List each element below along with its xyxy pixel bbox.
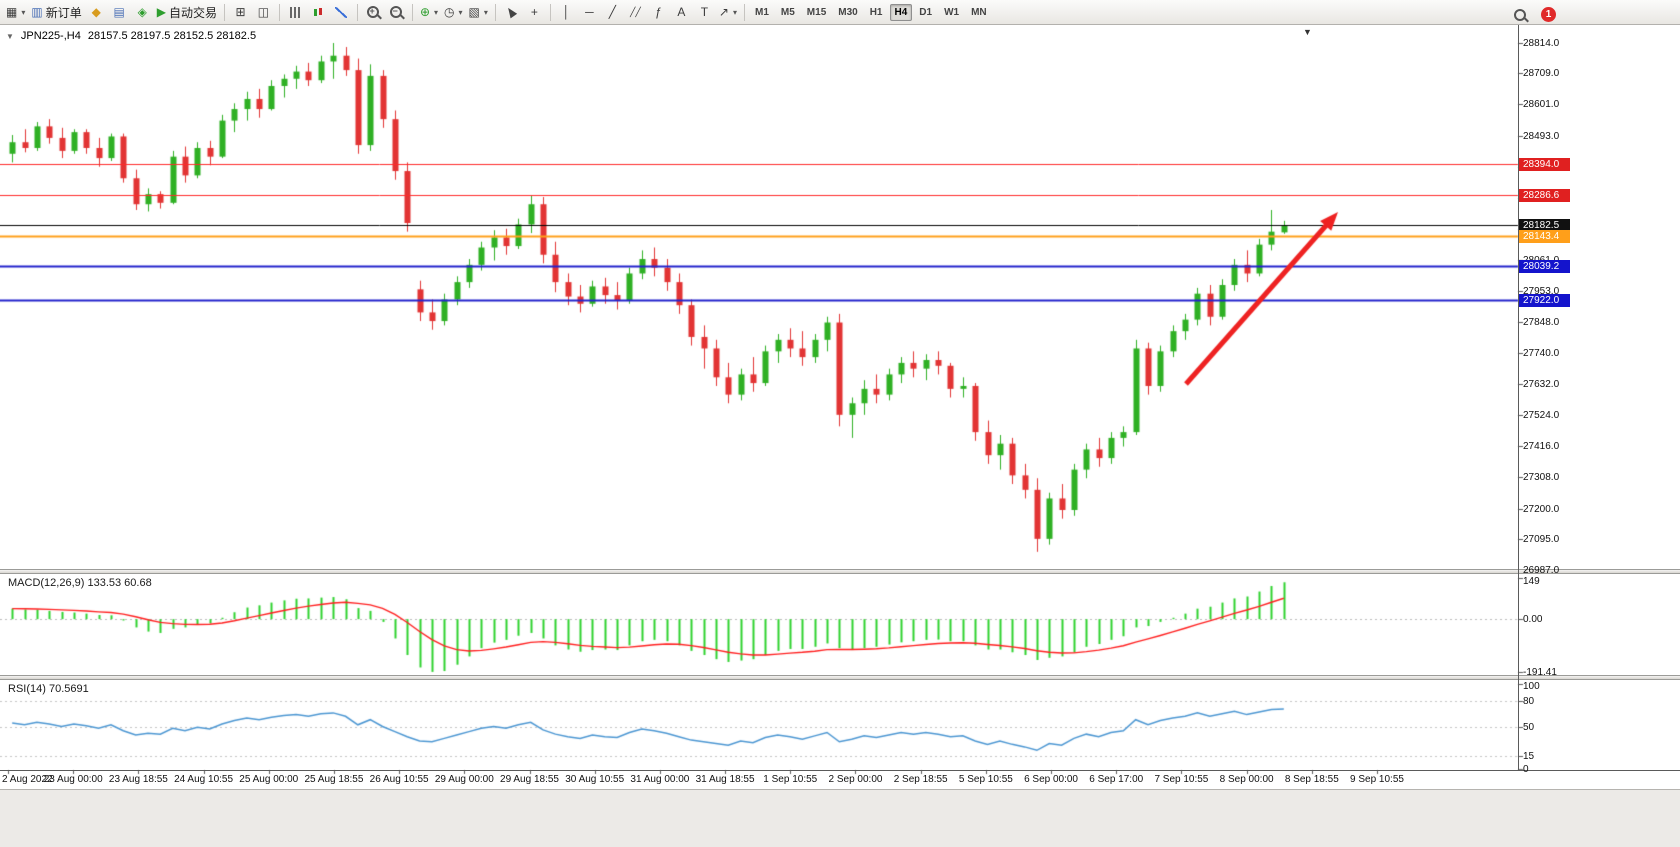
- bottom-strip: [0, 789, 1680, 847]
- notification-badge[interactable]: 1: [1541, 7, 1556, 22]
- autotrading-play-icon: ▶: [156, 5, 166, 19]
- timeframe-h4-button[interactable]: H4: [889, 3, 913, 21]
- timeframe-m5-button[interactable]: M5: [776, 4, 800, 21]
- one-click-trading-arrow-icon[interactable]: ▼: [6, 31, 14, 41]
- channel-icon: ╱╱: [629, 6, 641, 17]
- time-axis-line: [0, 770, 1680, 771]
- bar-chart-button[interactable]: [284, 2, 307, 23]
- trendline-button[interactable]: ╱: [601, 2, 624, 23]
- periods-button[interactable]: ◷ ▾: [441, 2, 466, 23]
- ohlc-values: 28157.5 28197.5 28152.5 28182.5: [87, 30, 257, 42]
- timeframe-m15-button[interactable]: M15: [802, 4, 831, 21]
- timeframe-m30-button[interactable]: M30: [833, 4, 862, 21]
- search-button[interactable]: [1508, 4, 1531, 25]
- toolbar-separator: [411, 3, 413, 21]
- text-label-button[interactable]: T: [693, 2, 716, 23]
- price-axis-line: [1518, 25, 1519, 770]
- toolbar-separator: [549, 3, 551, 21]
- horizontal-line-icon: ─: [585, 5, 594, 19]
- timeframe-m1-button[interactable]: M1: [750, 4, 774, 21]
- zoom-in-icon: [367, 6, 380, 18]
- search-icon: [1513, 8, 1526, 21]
- macd-name: MACD(12,26,9): [8, 577, 85, 589]
- profiles-button[interactable]: ▤: [108, 2, 131, 23]
- templates-button[interactable]: ▧ ▾: [466, 2, 491, 23]
- arrows-tool-icon: ↗: [718, 5, 729, 19]
- timeframe-mn-button[interactable]: MN: [966, 4, 992, 21]
- chart-header: ▼ JPN225-,H4 28157.5 28197.5 28152.5 281…: [6, 30, 256, 42]
- timeframe-group: M1 M5 M15 M30 H1 H4 D1 W1 MN: [749, 3, 993, 21]
- cursor-button[interactable]: [500, 2, 523, 23]
- macd-values: 133.53 60.68: [87, 577, 152, 589]
- arrows-tool-button[interactable]: ↗ ▾: [716, 2, 740, 23]
- channel-button[interactable]: ╱╱: [624, 2, 647, 23]
- toolbar: ▦ ▾ ▥ 新订单 ◆ ▤ ◈ ▶ 自动交易 ⊞ ◫ ⊕ ▾: [0, 0, 1680, 25]
- horizontal-line-button[interactable]: ─: [578, 2, 601, 23]
- vertical-line-button[interactable]: │: [555, 2, 578, 23]
- chevron-down-icon: ▾: [434, 7, 439, 17]
- timeframe-h1-button[interactable]: H1: [865, 4, 888, 21]
- macd-indicator-label: MACD(12,26,9) 133.53 60.68: [8, 577, 152, 589]
- refresh-button[interactable]: ◈: [131, 2, 154, 23]
- crosshair-button[interactable]: +: [523, 2, 546, 23]
- zoom-out-icon: [390, 6, 403, 18]
- toolbar-separator: [356, 3, 358, 21]
- tile-windows-icon: ⊞: [235, 5, 246, 19]
- fibonacci-button[interactable]: ƒ: [647, 2, 670, 23]
- toolbar-separator: [494, 3, 496, 21]
- cursor-icon: [505, 5, 518, 19]
- new-chart-icon: ▦: [6, 5, 18, 19]
- line-chart-button[interactable]: [330, 2, 353, 23]
- timeframe-d1-button[interactable]: D1: [914, 4, 937, 21]
- rsi-value: 70.5691: [48, 683, 89, 695]
- toolbar-separator: [743, 3, 745, 21]
- tile-windows-button[interactable]: ⊞: [229, 2, 252, 23]
- rsi-indicator-label: RSI(14) 70.5691: [8, 683, 89, 695]
- crosshair-icon: +: [530, 5, 538, 19]
- text-label-icon: T: [700, 5, 709, 19]
- chart-shift-marker-icon[interactable]: ▼: [1303, 27, 1312, 37]
- candlestick-chart-button[interactable]: [307, 2, 330, 23]
- chevron-down-icon: ▾: [21, 7, 26, 17]
- bar-chart-icon: [289, 6, 301, 18]
- text-button[interactable]: A: [670, 2, 693, 23]
- rsi-panel-splitter[interactable]: [0, 675, 1680, 680]
- chevron-down-icon: ▾: [732, 7, 737, 17]
- new-order-icon: ▥: [31, 5, 43, 19]
- refresh-icon: ◈: [137, 5, 147, 19]
- trendline-icon: ╱: [608, 5, 617, 19]
- text-icon: A: [677, 5, 686, 19]
- zoom-out-button[interactable]: [385, 2, 408, 23]
- metaeditor-button[interactable]: ◆: [85, 2, 108, 23]
- chevron-down-icon: ▾: [458, 7, 463, 17]
- zoom-in-button[interactable]: [362, 2, 385, 23]
- chevron-down-icon: ▾: [483, 7, 488, 17]
- timeframe-w1-button[interactable]: W1: [939, 4, 964, 21]
- candlestick-chart-icon: [312, 7, 324, 18]
- periods-icon: ◷: [444, 5, 455, 19]
- new-order-label: 新订单: [45, 5, 82, 20]
- templates-icon: ▧: [468, 5, 480, 19]
- fibonacci-icon: ƒ: [655, 5, 662, 19]
- toolbar-separator: [223, 3, 225, 21]
- indicators-button[interactable]: ⊕ ▾: [417, 2, 441, 23]
- rsi-name: RSI(14): [8, 683, 46, 695]
- autotrading-button[interactable]: ▶ 自动交易: [154, 2, 220, 23]
- line-chart-icon: [335, 6, 348, 18]
- symbol-period-label: JPN225-,H4: [20, 30, 81, 42]
- new-chart-button[interactable]: ▦ ▾: [3, 2, 28, 23]
- toolbar-right-group: 1: [1508, 4, 1556, 25]
- cascade-windows-button[interactable]: ◫: [252, 2, 275, 23]
- macd-panel-splitter[interactable]: [0, 569, 1680, 574]
- cascade-windows-icon: ◫: [257, 5, 270, 19]
- new-order-button[interactable]: ▥ 新订单: [28, 2, 84, 23]
- autotrading-label: 自动交易: [168, 5, 217, 20]
- indicators-icon: ⊕: [419, 5, 431, 19]
- metaeditor-icon: ◆: [91, 5, 101, 19]
- profiles-icon: ▤: [113, 5, 125, 19]
- toolbar-separator: [278, 3, 280, 21]
- vertical-line-icon: │: [562, 5, 571, 19]
